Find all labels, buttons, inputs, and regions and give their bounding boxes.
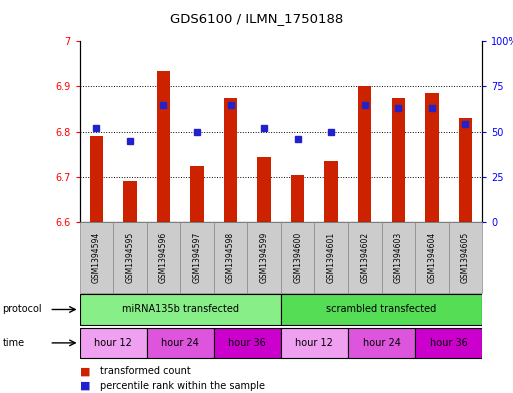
Text: hour 24: hour 24: [363, 338, 401, 348]
Text: hour 12: hour 12: [295, 338, 333, 348]
Text: ■: ■: [80, 366, 90, 376]
Bar: [80, 222, 113, 293]
Text: time: time: [3, 338, 25, 348]
Bar: [147, 328, 214, 358]
Text: GSM1394602: GSM1394602: [360, 232, 369, 283]
Bar: [147, 222, 180, 293]
Text: scrambled transfected: scrambled transfected: [326, 305, 437, 314]
Bar: [348, 222, 382, 293]
Text: GSM1394598: GSM1394598: [226, 232, 235, 283]
Bar: [459, 118, 472, 222]
Bar: [258, 156, 271, 222]
Bar: [415, 328, 482, 358]
Bar: [281, 222, 314, 293]
Bar: [123, 182, 136, 222]
Bar: [90, 136, 103, 222]
Bar: [291, 174, 304, 222]
Bar: [180, 222, 214, 293]
Text: hour 24: hour 24: [161, 338, 199, 348]
Bar: [281, 294, 482, 325]
Text: GSM1394604: GSM1394604: [427, 232, 437, 283]
Bar: [348, 328, 415, 358]
Text: hour 36: hour 36: [228, 338, 266, 348]
Bar: [156, 71, 170, 222]
Text: protocol: protocol: [3, 305, 42, 314]
Text: miRNA135b transfected: miRNA135b transfected: [122, 305, 239, 314]
Text: GSM1394603: GSM1394603: [394, 232, 403, 283]
Bar: [325, 161, 338, 222]
Text: GSM1394597: GSM1394597: [192, 232, 202, 283]
Bar: [391, 98, 405, 222]
Bar: [425, 93, 439, 222]
Bar: [415, 222, 449, 293]
Text: GDS6100 / ILMN_1750188: GDS6100 / ILMN_1750188: [170, 12, 343, 25]
Bar: [80, 294, 281, 325]
Text: GSM1394599: GSM1394599: [260, 232, 269, 283]
Bar: [382, 222, 415, 293]
Bar: [281, 328, 348, 358]
Bar: [113, 222, 147, 293]
Bar: [247, 222, 281, 293]
Bar: [80, 328, 147, 358]
Text: ■: ■: [80, 381, 90, 391]
Bar: [214, 222, 247, 293]
Text: GSM1394596: GSM1394596: [159, 232, 168, 283]
Bar: [358, 86, 371, 222]
Text: hour 12: hour 12: [94, 338, 132, 348]
Text: GSM1394595: GSM1394595: [125, 232, 134, 283]
Text: percentile rank within the sample: percentile rank within the sample: [100, 381, 265, 391]
Bar: [449, 222, 482, 293]
Bar: [214, 328, 281, 358]
Bar: [190, 165, 204, 222]
Bar: [314, 222, 348, 293]
Text: GSM1394605: GSM1394605: [461, 232, 470, 283]
Bar: [224, 98, 237, 222]
Text: GSM1394600: GSM1394600: [293, 232, 302, 283]
Text: GSM1394594: GSM1394594: [92, 232, 101, 283]
Text: hour 36: hour 36: [430, 338, 467, 348]
Text: transformed count: transformed count: [100, 366, 191, 376]
Text: GSM1394601: GSM1394601: [327, 232, 336, 283]
